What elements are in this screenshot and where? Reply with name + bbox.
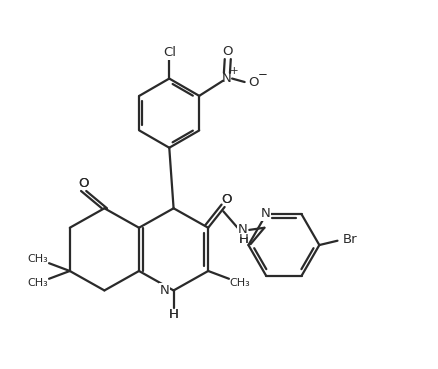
Text: N: N	[238, 223, 247, 237]
Text: CH₃: CH₃	[28, 254, 49, 264]
Text: CH₃: CH₃	[230, 278, 250, 288]
Text: −: −	[258, 68, 267, 81]
Text: Br: Br	[343, 233, 358, 246]
Text: H: H	[169, 308, 179, 321]
Text: CH₃: CH₃	[28, 278, 49, 288]
Text: O: O	[222, 45, 233, 58]
Text: O: O	[78, 177, 89, 190]
Text: N: N	[261, 207, 270, 220]
Text: O: O	[222, 193, 232, 206]
Text: +: +	[230, 66, 238, 76]
Text: H: H	[169, 308, 179, 321]
Text: N: N	[238, 223, 247, 237]
Text: N: N	[222, 72, 231, 85]
Text: N: N	[160, 284, 170, 297]
Text: N: N	[261, 207, 270, 220]
Text: O: O	[222, 193, 232, 206]
Text: O: O	[78, 177, 89, 190]
Text: H: H	[239, 233, 249, 246]
Text: O: O	[248, 76, 258, 89]
Text: Cl: Cl	[163, 46, 176, 59]
Text: N: N	[160, 284, 170, 297]
Text: H: H	[239, 233, 249, 246]
